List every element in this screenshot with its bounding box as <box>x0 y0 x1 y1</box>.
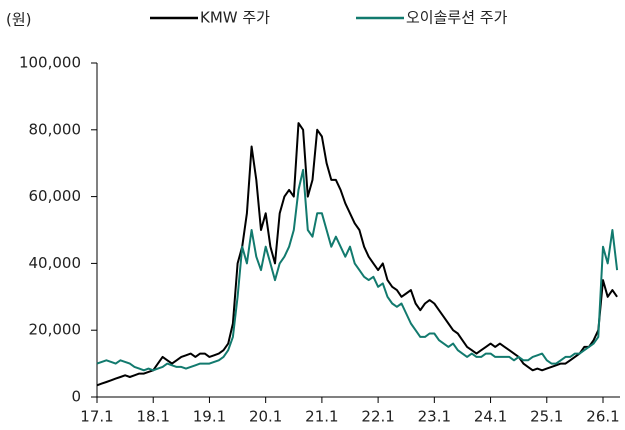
x-tick-label: 18.1 <box>137 408 170 426</box>
x-tick-label: 23.1 <box>418 408 451 426</box>
y-tick-label: 100,000 <box>19 54 81 72</box>
x-tick-label: 21.1 <box>305 408 338 426</box>
x-tick-label: 25.1 <box>530 408 563 426</box>
x-tick-label: 26.1 <box>586 408 619 426</box>
series-line <box>96 122 618 387</box>
y-tick-label: 80,000 <box>29 120 82 138</box>
x-tick-label: 22.1 <box>361 408 394 426</box>
x-tick-label: 19.1 <box>193 408 226 426</box>
y-tick-label: 0 <box>71 388 81 406</box>
y-tick-label: 20,000 <box>29 321 82 339</box>
x-tick-label: 20.1 <box>249 408 282 426</box>
legend-label: KMW 주가 <box>200 9 270 27</box>
y-tick-label: 60,000 <box>29 187 82 205</box>
y-tick-label: 40,000 <box>29 254 82 272</box>
x-tick-label: 24.1 <box>474 408 507 426</box>
x-tick-label: 17.1 <box>80 408 113 426</box>
series-line <box>96 168 619 372</box>
y-unit: (원) <box>6 11 32 29</box>
legend-label: 오이솔루션 주가 <box>406 9 508 27</box>
